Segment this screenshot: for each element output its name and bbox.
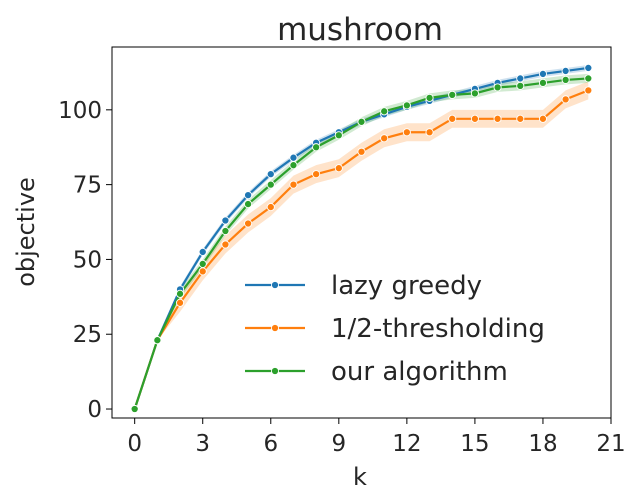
data-point bbox=[198, 267, 207, 276]
data-point bbox=[153, 336, 162, 345]
chart-title: mushroom bbox=[277, 12, 443, 48]
x-tick-label: 6 bbox=[263, 431, 278, 457]
data-point bbox=[561, 75, 570, 84]
legend-label: 1/2-thresholding bbox=[331, 314, 545, 344]
y-axis-ticks: 0 25 50 75 100 bbox=[58, 98, 112, 423]
data-point bbox=[584, 86, 593, 95]
y-tick-label: 0 bbox=[87, 397, 102, 423]
data-point bbox=[425, 93, 434, 102]
y-tick-label: 50 bbox=[73, 247, 102, 273]
data-point bbox=[584, 63, 593, 72]
plot-area-frame bbox=[111, 46, 612, 419]
data-point bbox=[244, 219, 253, 228]
x-tick-label: 21 bbox=[596, 431, 625, 457]
data-point bbox=[493, 114, 502, 123]
data-point bbox=[130, 404, 139, 414]
data-point bbox=[244, 191, 253, 200]
data-point bbox=[448, 114, 457, 123]
data-point bbox=[312, 170, 321, 179]
data-point bbox=[266, 203, 275, 212]
legend-label: our algorithm bbox=[331, 357, 508, 387]
data-point bbox=[289, 161, 298, 170]
data-point bbox=[538, 114, 548, 123]
data-point bbox=[380, 134, 389, 143]
data-point bbox=[334, 131, 343, 140]
series-points bbox=[130, 63, 593, 414]
data-point bbox=[198, 247, 207, 256]
x-tick-label: 18 bbox=[528, 431, 557, 457]
data-point bbox=[175, 289, 185, 298]
legend-marker bbox=[270, 323, 280, 333]
y-tick-label: 75 bbox=[73, 173, 102, 199]
data-point bbox=[244, 200, 253, 209]
data-point bbox=[380, 107, 389, 116]
data-point bbox=[516, 74, 525, 83]
x-tick-label: 0 bbox=[127, 431, 142, 457]
data-point bbox=[221, 226, 230, 236]
data-point bbox=[357, 117, 366, 126]
data-point bbox=[538, 78, 548, 87]
data-point bbox=[448, 90, 457, 99]
x-tick-label: 3 bbox=[195, 431, 210, 457]
y-tick-label: 25 bbox=[73, 322, 102, 348]
data-point bbox=[493, 83, 502, 92]
data-point bbox=[289, 180, 298, 189]
x-tick-label: 9 bbox=[331, 431, 346, 457]
x-tick-label: 15 bbox=[460, 431, 489, 457]
data-point bbox=[516, 114, 525, 123]
data-point bbox=[266, 170, 275, 179]
data-point bbox=[561, 95, 570, 104]
x-axis-ticks: 0 3 6 9 12 15 18 21 bbox=[127, 418, 626, 457]
data-point bbox=[312, 143, 321, 152]
data-point bbox=[402, 128, 411, 137]
legend-marker bbox=[270, 366, 280, 376]
data-point bbox=[425, 128, 434, 137]
data-point bbox=[289, 153, 298, 162]
y-axis-label: objective bbox=[12, 177, 40, 287]
data-point bbox=[402, 101, 411, 110]
legend-label: lazy greedy bbox=[331, 271, 482, 301]
legend-marker bbox=[270, 280, 280, 290]
legend: lazy greedy 1/2-thresholding our algorithm bbox=[245, 271, 545, 387]
x-tick-label: 12 bbox=[392, 431, 421, 457]
data-point bbox=[221, 240, 230, 249]
data-point bbox=[266, 180, 275, 189]
data-point bbox=[516, 81, 525, 90]
y-tick-label: 100 bbox=[58, 98, 102, 124]
data-point bbox=[470, 89, 479, 98]
data-point bbox=[357, 147, 366, 156]
data-point bbox=[221, 216, 230, 225]
data-point bbox=[470, 114, 479, 123]
data-point bbox=[584, 74, 593, 83]
x-axis-label: k bbox=[353, 463, 367, 491]
data-point bbox=[334, 164, 343, 173]
data-point bbox=[561, 66, 570, 75]
data-point bbox=[198, 259, 207, 268]
data-point bbox=[538, 69, 548, 78]
data-point bbox=[175, 298, 185, 307]
